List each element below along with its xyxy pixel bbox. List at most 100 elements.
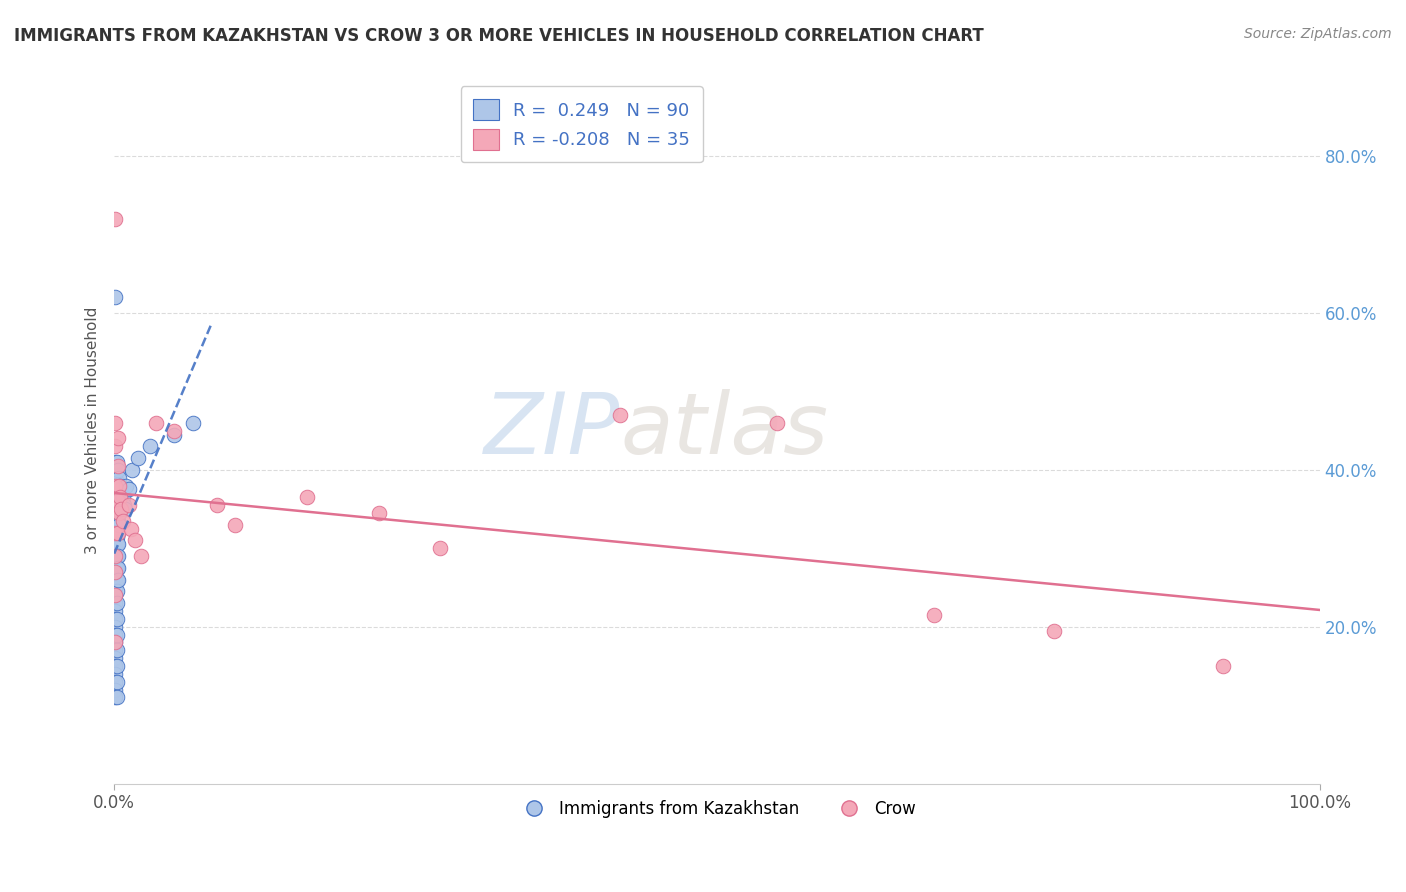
Point bbox=[104, 529, 127, 543]
Point bbox=[104, 690, 127, 705]
Point bbox=[112, 498, 135, 512]
Point bbox=[105, 561, 128, 575]
Point bbox=[104, 478, 127, 492]
Point bbox=[104, 522, 127, 536]
Point bbox=[107, 549, 129, 563]
Point bbox=[105, 643, 128, 657]
Point bbox=[107, 537, 129, 551]
Point bbox=[105, 506, 128, 520]
Point bbox=[110, 502, 132, 516]
Point bbox=[111, 491, 134, 505]
Point bbox=[205, 498, 228, 512]
Point bbox=[104, 573, 127, 587]
Point bbox=[368, 506, 391, 520]
Point bbox=[108, 478, 131, 492]
Point bbox=[104, 581, 127, 595]
Point bbox=[105, 674, 128, 689]
Point bbox=[104, 475, 127, 489]
Point bbox=[104, 604, 127, 618]
Point bbox=[108, 506, 131, 520]
Point bbox=[104, 674, 127, 689]
Point bbox=[110, 483, 132, 497]
Point bbox=[118, 498, 141, 512]
Point bbox=[104, 506, 127, 520]
Point bbox=[110, 478, 132, 492]
Point bbox=[105, 612, 128, 626]
Point bbox=[121, 463, 143, 477]
Point bbox=[104, 549, 127, 563]
Point bbox=[110, 502, 132, 516]
Point bbox=[104, 596, 127, 610]
Point bbox=[108, 517, 131, 532]
Text: Source: ZipAtlas.com: Source: ZipAtlas.com bbox=[1244, 27, 1392, 41]
Point bbox=[104, 659, 127, 673]
Point bbox=[163, 424, 186, 438]
Point bbox=[104, 509, 127, 524]
Point bbox=[105, 486, 128, 500]
Point bbox=[104, 211, 127, 226]
Point bbox=[114, 502, 136, 516]
Point bbox=[104, 627, 127, 641]
Point bbox=[104, 483, 127, 497]
Point bbox=[104, 471, 127, 485]
Point bbox=[104, 557, 127, 571]
Point bbox=[105, 573, 128, 587]
Y-axis label: 3 or more Vehicles in Household: 3 or more Vehicles in Household bbox=[86, 307, 100, 554]
Point bbox=[104, 549, 127, 563]
Point bbox=[108, 494, 131, 508]
Point bbox=[107, 514, 129, 528]
Point bbox=[104, 651, 127, 665]
Point bbox=[115, 478, 138, 492]
Point bbox=[104, 525, 127, 540]
Point bbox=[104, 463, 127, 477]
Point bbox=[104, 517, 127, 532]
Point bbox=[104, 588, 127, 602]
Point bbox=[107, 432, 129, 446]
Point bbox=[104, 486, 127, 500]
Point bbox=[104, 478, 127, 492]
Point bbox=[1212, 659, 1234, 673]
Point bbox=[104, 537, 127, 551]
Point bbox=[107, 478, 129, 492]
Point bbox=[104, 588, 127, 602]
Point bbox=[107, 458, 129, 473]
Point bbox=[224, 517, 246, 532]
Point bbox=[766, 416, 789, 430]
Point bbox=[145, 416, 167, 430]
Point bbox=[118, 483, 141, 497]
Point bbox=[104, 498, 127, 512]
Point bbox=[295, 491, 318, 505]
Point bbox=[104, 416, 127, 430]
Point bbox=[107, 494, 129, 508]
Text: ZIP: ZIP bbox=[484, 389, 620, 472]
Point bbox=[105, 522, 128, 536]
Point bbox=[107, 463, 129, 477]
Point bbox=[105, 529, 128, 543]
Text: IMMIGRANTS FROM KAZAKHSTAN VS CROW 3 OR MORE VEHICLES IN HOUSEHOLD CORRELATION C: IMMIGRANTS FROM KAZAKHSTAN VS CROW 3 OR … bbox=[14, 27, 984, 45]
Point bbox=[111, 514, 134, 528]
Point bbox=[105, 690, 128, 705]
Point bbox=[609, 408, 631, 422]
Point bbox=[107, 525, 129, 540]
Point bbox=[104, 612, 127, 626]
Point bbox=[107, 502, 129, 516]
Point bbox=[104, 565, 127, 579]
Point bbox=[139, 439, 162, 453]
Point bbox=[124, 533, 146, 548]
Point bbox=[104, 620, 127, 634]
Point bbox=[120, 522, 142, 536]
Point bbox=[107, 525, 129, 540]
Point bbox=[105, 627, 128, 641]
Point bbox=[104, 502, 127, 516]
Point bbox=[104, 682, 127, 697]
Point bbox=[107, 561, 129, 575]
Point bbox=[104, 533, 127, 548]
Point bbox=[163, 427, 186, 442]
Point bbox=[104, 541, 127, 556]
Text: atlas: atlas bbox=[620, 389, 828, 472]
Point bbox=[104, 455, 127, 469]
Point bbox=[110, 494, 132, 508]
Point bbox=[105, 514, 128, 528]
Point bbox=[104, 514, 127, 528]
Point bbox=[107, 573, 129, 587]
